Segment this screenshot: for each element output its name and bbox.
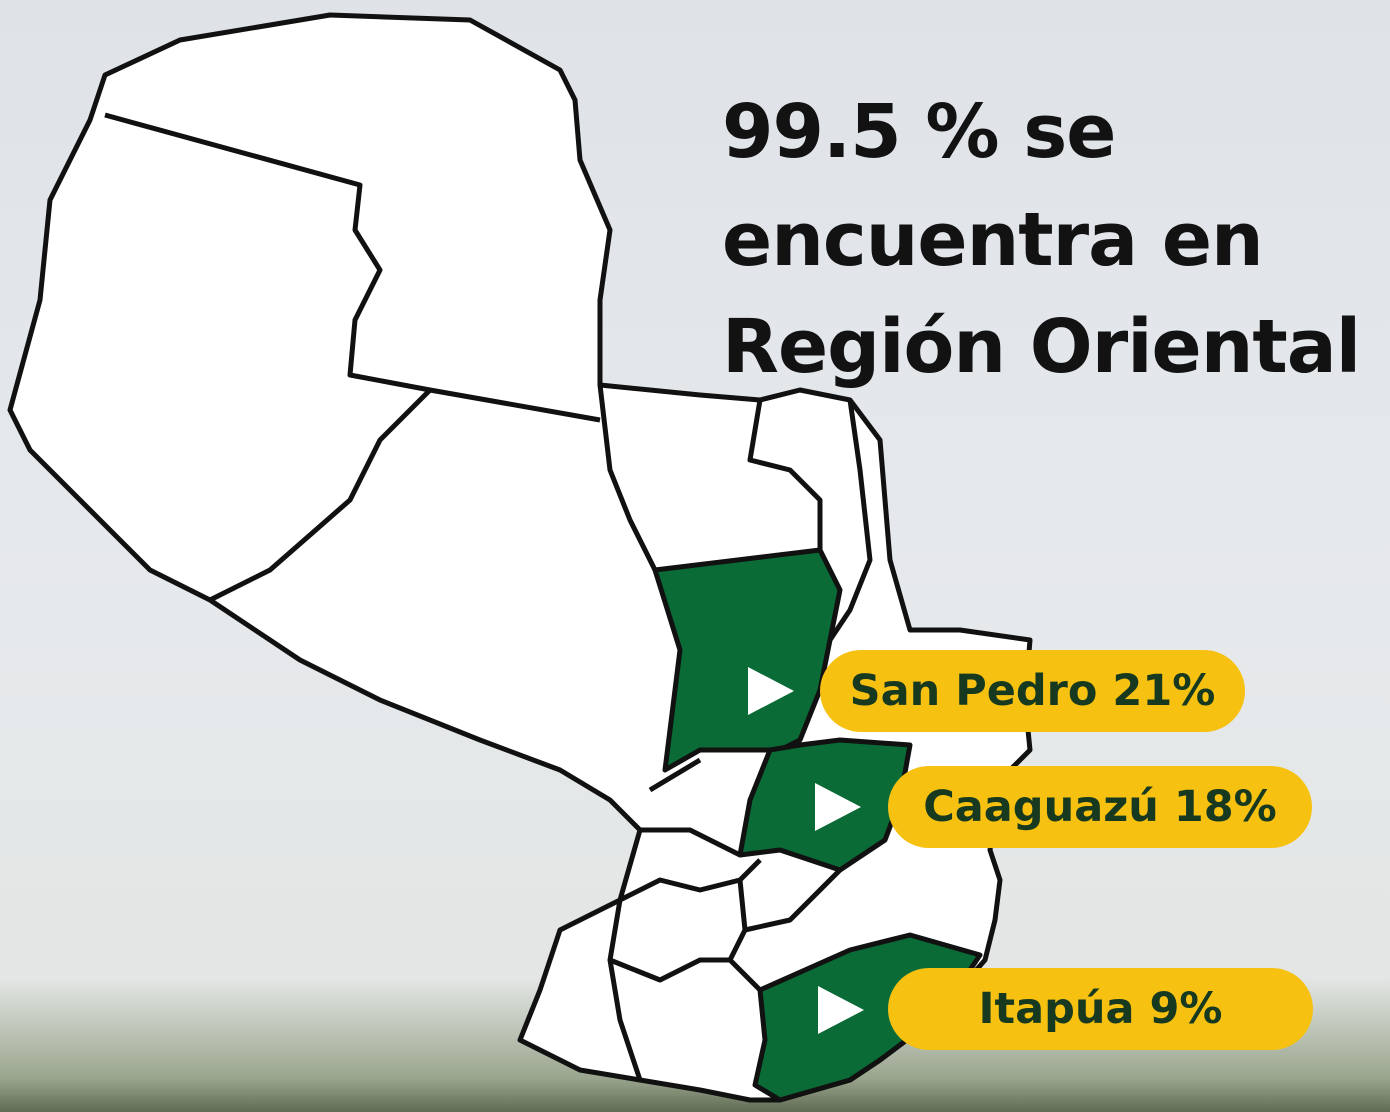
pointer	[748, 667, 794, 715]
region-label: Itapúa 9%	[888, 968, 1313, 1050]
headline-line: encuentra en	[722, 203, 1263, 277]
paraguay-map	[0, 0, 1390, 1112]
pointer	[815, 783, 861, 831]
headline-line: 99.5 % se	[722, 95, 1115, 169]
pointer	[818, 986, 864, 1034]
country-outline	[10, 15, 1030, 1100]
region-label: Caaguazú 18%	[888, 766, 1312, 848]
infographic: 99.5 % se encuentra en Región Oriental S…	[0, 0, 1390, 1112]
region-label: San Pedro 21%	[820, 650, 1245, 732]
headline-line: Región Oriental	[722, 310, 1360, 384]
